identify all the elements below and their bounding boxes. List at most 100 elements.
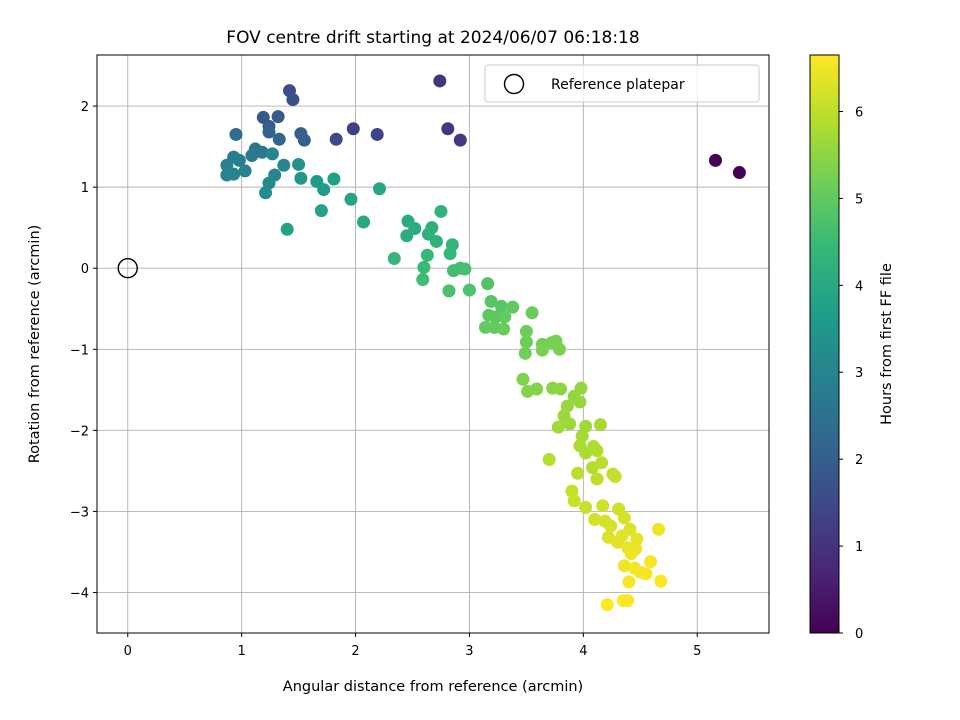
data-point	[567, 494, 581, 508]
data-point	[458, 262, 472, 276]
data-point	[708, 153, 722, 167]
data-point	[590, 472, 604, 486]
data-point	[280, 222, 294, 236]
data-point	[442, 284, 456, 298]
data-point	[297, 133, 311, 147]
colorbar-tick-label: 0	[855, 627, 863, 642]
data-point	[630, 532, 644, 546]
data-point	[329, 132, 343, 146]
data-point	[272, 132, 286, 146]
legend-box	[484, 64, 760, 103]
colorbar-tick-label: 1	[855, 540, 863, 555]
data-point	[596, 499, 610, 513]
data-point	[629, 542, 643, 556]
data-point	[621, 594, 635, 608]
data-point	[245, 149, 259, 163]
x-tick-label: 4	[579, 644, 587, 659]
data-point	[220, 158, 234, 172]
data-point	[615, 529, 629, 543]
data-point	[551, 420, 565, 434]
data-point	[604, 519, 618, 533]
data-point	[259, 186, 273, 200]
legend-label: Reference platepar	[551, 77, 685, 93]
data-point	[433, 74, 447, 88]
data-point	[525, 306, 539, 320]
data-point	[552, 342, 566, 356]
data-point	[443, 247, 457, 261]
x-axis-ticks: 0 1 2 3 4 5	[124, 633, 701, 659]
y-axis-ticks: 2 1 0 −1 −2 −3 −4	[70, 100, 97, 601]
data-point	[579, 500, 593, 514]
y-tick-label: −2	[70, 424, 89, 439]
y-axis-label: Rotation from reference (arcmin)	[27, 225, 43, 464]
data-point	[265, 147, 279, 161]
x-axis-label: Angular distance from reference (arcmin)	[283, 679, 583, 695]
data-point	[294, 171, 308, 185]
y-tick-label: −1	[70, 343, 89, 358]
data-point	[489, 310, 503, 324]
data-point	[530, 382, 544, 396]
data-point	[277, 158, 291, 172]
grid	[97, 55, 769, 633]
data-point	[519, 335, 533, 349]
data-point	[372, 182, 386, 196]
colorbar-ticks: 0 1 2 3 4 5 6	[839, 105, 863, 642]
data-point	[732, 166, 746, 180]
data-points	[220, 74, 746, 612]
colorbar-tick-label: 3	[855, 366, 863, 381]
data-point	[255, 145, 269, 159]
data-point	[370, 127, 384, 141]
x-tick-label: 2	[351, 644, 359, 659]
data-point	[644, 555, 658, 569]
data-point	[590, 444, 604, 458]
data-point	[600, 598, 614, 612]
data-point	[344, 192, 358, 206]
data-point	[563, 417, 577, 431]
data-point	[327, 172, 341, 186]
colorbar: 0 1 2 3 4 5 6 Hours from first FF file	[809, 54, 895, 642]
data-point	[654, 574, 668, 588]
data-point	[227, 167, 241, 181]
x-tick-label: 0	[124, 644, 132, 659]
data-point	[481, 277, 495, 291]
data-point	[535, 343, 549, 357]
data-point	[518, 346, 532, 360]
y-tick-label: −4	[70, 586, 89, 601]
data-point	[416, 273, 430, 287]
data-point	[441, 122, 455, 136]
colorbar-tick-label: 2	[855, 453, 863, 468]
legend: Reference platepar	[484, 64, 760, 103]
data-point	[232, 153, 246, 167]
data-point	[588, 513, 602, 527]
colorbar-tick-label: 6	[855, 105, 863, 120]
x-tick-label: 3	[465, 644, 473, 659]
data-point	[317, 183, 331, 197]
data-point	[417, 260, 431, 274]
data-point	[617, 511, 631, 525]
data-point	[346, 122, 360, 136]
data-point	[575, 429, 589, 443]
colorbar-label: Hours from first FF file	[879, 263, 895, 425]
data-point	[542, 453, 556, 467]
chart-title: FOV centre drift starting at 2024/06/07 …	[226, 28, 639, 48]
data-point	[494, 299, 508, 313]
data-point	[484, 294, 498, 308]
data-point	[571, 466, 585, 480]
data-point	[429, 234, 443, 248]
data-point	[516, 372, 530, 386]
data-point	[314, 204, 328, 218]
data-point	[400, 229, 414, 243]
x-tick-label: 5	[693, 644, 701, 659]
data-point	[565, 484, 579, 498]
data-point	[652, 522, 666, 536]
data-point	[462, 283, 476, 297]
data-point	[639, 567, 653, 581]
colorbar-tick-label: 4	[855, 279, 863, 294]
data-point	[262, 125, 276, 139]
data-point	[292, 157, 306, 171]
data-point	[506, 300, 520, 314]
data-point	[271, 110, 285, 124]
y-tick-label: 0	[81, 262, 89, 277]
